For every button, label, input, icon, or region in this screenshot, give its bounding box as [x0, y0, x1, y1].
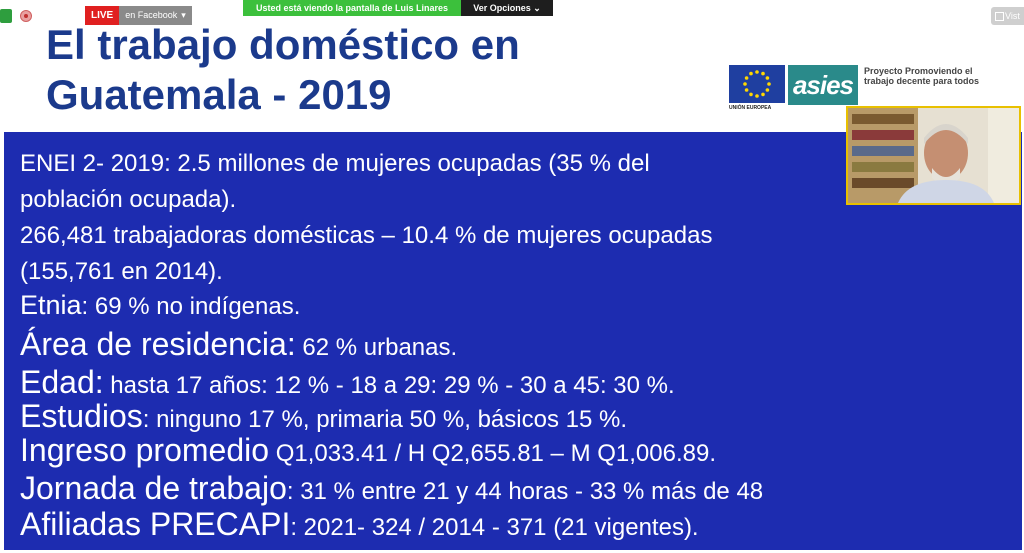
body-line-jornada: Jornada de trabajo: 31 % entre 21 y 44 h… — [20, 470, 763, 507]
slide-title: El trabajo doméstico en Guatemala - 2019 — [46, 20, 696, 120]
screen-share-banner: Usted está viendo la pantalla de Luis Li… — [243, 0, 553, 16]
chevron-down-icon: ▾ — [181, 10, 186, 20]
residencia-label: Área de residencia: — [20, 326, 296, 362]
project-tagline: Proyecto Promoviendo el trabajo decente … — [864, 66, 980, 86]
live-platform[interactable]: en Facebook ▾ — [119, 6, 192, 25]
eu-caption: UNIÓN EUROPEA — [729, 105, 772, 111]
body-line-afiliadas: Afiliadas PRECAPI: 2021- 324 / 2014 - 37… — [20, 506, 699, 543]
speaker-video-image — [848, 108, 1019, 203]
etnia-label: Etnia — [20, 290, 82, 320]
body-line-estudios: Estudios: ninguno 17 %, primaria 50 %, b… — [20, 398, 627, 435]
jornada-value: : 31 % entre 21 y 44 horas - 33 % más de… — [286, 478, 764, 505]
ingreso-label: Ingreso promedio — [20, 432, 270, 468]
edad-label: Edad: — [20, 364, 104, 400]
estudios-label: Estudios — [20, 398, 143, 434]
body-line-3: 266,481 trabajadoras domésticas – 10.4 %… — [20, 222, 713, 249]
share-status-text: Usted está viendo la pantalla de Luis Li… — [243, 0, 461, 16]
slide-title-line2: Guatemala - 2019 — [46, 71, 392, 118]
live-stream-indicator[interactable]: LIVE en Facebook ▾ — [85, 6, 192, 25]
body-line-edad: Edad: hasta 17 años: 12 % - 18 a 29: 29 … — [20, 364, 675, 401]
residencia-value: 62 % urbanas. — [295, 334, 458, 361]
live-platform-label: en Facebook — [125, 10, 178, 20]
etnia-value: : 69 % no indígenas. — [81, 293, 301, 320]
edad-value: hasta 17 años: 12 % - 18 a 29: 29 % - 30… — [103, 372, 675, 399]
body-line-1: ENEI 2- 2019: 2.5 millones de mujeres oc… — [20, 150, 650, 177]
afiliadas-value: : 2021- 324 / 2014 - 371 (21 vigentes). — [290, 514, 699, 541]
record-icon[interactable] — [20, 10, 32, 22]
estudios-value: : ninguno 17 %, primaria 50 %, básicos 1… — [142, 406, 627, 433]
security-shield-icon[interactable] — [0, 9, 12, 23]
body-line-etnia: Etnia: 69 % no indígenas. — [20, 290, 300, 321]
view-options-button[interactable]: Ver Opciones ⌄ — [461, 0, 553, 16]
body-line-2: población ocupada). — [20, 186, 237, 213]
body-line-residencia: Área de residencia: 62 % urbanas. — [20, 326, 457, 363]
jornada-label: Jornada de trabajo — [20, 470, 287, 506]
speaker-video[interactable] — [846, 106, 1021, 205]
body-line-4: (155,761 en 2014). — [20, 258, 223, 285]
asies-logo: asies — [788, 65, 858, 105]
body-line-ingreso: Ingreso promedio Q1,033.41 / H Q2,655.81… — [20, 432, 716, 469]
eu-flag-icon — [729, 65, 785, 103]
afiliadas-label: Afiliadas PRECAPI — [20, 506, 291, 542]
view-mode-button[interactable]: Vist — [991, 7, 1024, 25]
ingreso-value: Q1,033.41 / H Q2,655.81 – M Q1,006.89. — [269, 440, 716, 467]
live-badge: LIVE — [85, 6, 120, 25]
eu-logo: UNIÓN EUROPEA — [729, 65, 787, 111]
slide-title-line1: El trabajo doméstico en — [46, 21, 520, 68]
